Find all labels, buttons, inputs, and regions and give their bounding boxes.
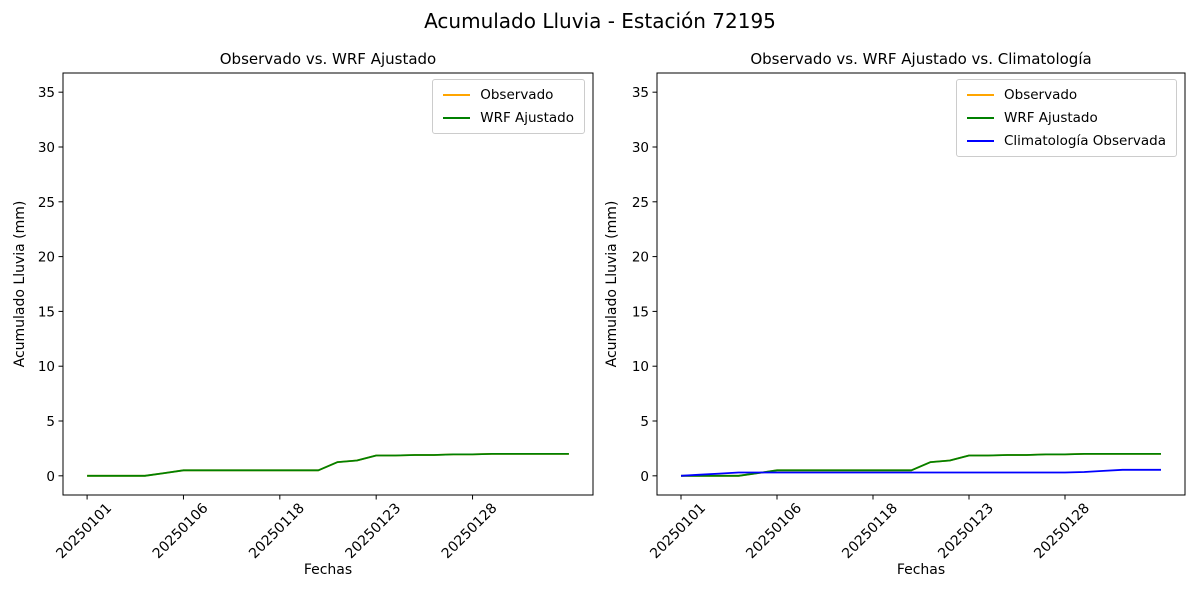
series-line-climatolog-a-observada [680, 468, 1161, 477]
legend-line-sample-wrf-ajustado [443, 117, 471, 119]
left-x-axis-label: Fechas [303, 562, 353, 578]
legend-label: WRF Ajustado [1004, 110, 1098, 126]
series-line-observado [87, 452, 569, 477]
y-tick-label: 20 [38, 250, 55, 266]
x-tick-label: 20250128 [1031, 500, 1093, 562]
x-tick-label: 20250101 [647, 500, 709, 562]
legend-entry: WRF Ajustado [443, 110, 574, 126]
figure-title: Acumulado Lluvia - Estación 72195 [424, 9, 776, 33]
y-tick-label: 20 [632, 250, 649, 266]
left-y-axis-label: Acumulado Lluvia (mm) [12, 200, 28, 368]
legend-entry: Observado [967, 87, 1166, 103]
legend-entry: WRF Ajustado [967, 110, 1166, 126]
x-tick-label: 20250118 [839, 500, 901, 562]
legend-label: Climatología Observada [1004, 133, 1166, 149]
y-tick-label: 10 [632, 359, 649, 375]
right-y-axis-label: Acumulado Lluvia (mm) [604, 200, 620, 368]
x-tick-label: 20250123 [343, 500, 405, 562]
y-tick-label: 0 [640, 469, 649, 485]
plot-border [62, 72, 594, 496]
legend-line-sample-climatologia [967, 140, 994, 142]
x-tick-label: 20250106 [743, 500, 805, 562]
y-tick-label: 15 [38, 304, 55, 320]
legend-label: Observado [1004, 87, 1078, 103]
x-tick-label: 20250101 [53, 500, 115, 562]
x-tick-label: 20250123 [935, 500, 997, 562]
right-x-axis-label: Fechas [896, 562, 946, 578]
y-tick-label: 0 [46, 469, 55, 485]
left-chart-title: Observado vs. WRF Ajustado [219, 50, 437, 68]
legend-entry: Observado [443, 87, 574, 103]
legend-entry: Climatología Observada [967, 133, 1166, 149]
x-tick-label: 20250128 [439, 500, 501, 562]
y-tick-label: 30 [632, 140, 649, 156]
legend-line-sample-wrf-ajustado [967, 117, 994, 119]
right-chart-title: Observado vs. WRF Ajustado vs. Climatolo… [750, 50, 1092, 68]
legend-label: Observado [480, 87, 554, 103]
x-tick-label: 20250118 [246, 500, 308, 562]
legend-line-sample-observado [443, 94, 471, 96]
y-tick-label: 5 [46, 414, 55, 430]
left-chart-legend: Observado WRF Ajustado [432, 79, 585, 134]
legend-line-sample-observado [967, 94, 994, 96]
y-tick-label: 15 [632, 304, 649, 320]
y-tick-label: 35 [38, 85, 55, 101]
y-tick-label: 25 [38, 195, 55, 211]
y-tick-label: 30 [38, 140, 55, 156]
y-tick-label: 25 [632, 195, 649, 211]
y-tick-label: 10 [38, 359, 55, 375]
y-tick-label: 35 [632, 85, 649, 101]
plot-border [656, 72, 1186, 496]
x-tick-label: 20250106 [150, 500, 212, 562]
right-chart-legend: Observado WRF Ajustado Climatología Obse… [956, 79, 1177, 157]
y-tick-label: 5 [640, 414, 649, 430]
legend-label: WRF Ajustado [480, 110, 574, 126]
series-line-wrf-ajustado [87, 452, 569, 477]
